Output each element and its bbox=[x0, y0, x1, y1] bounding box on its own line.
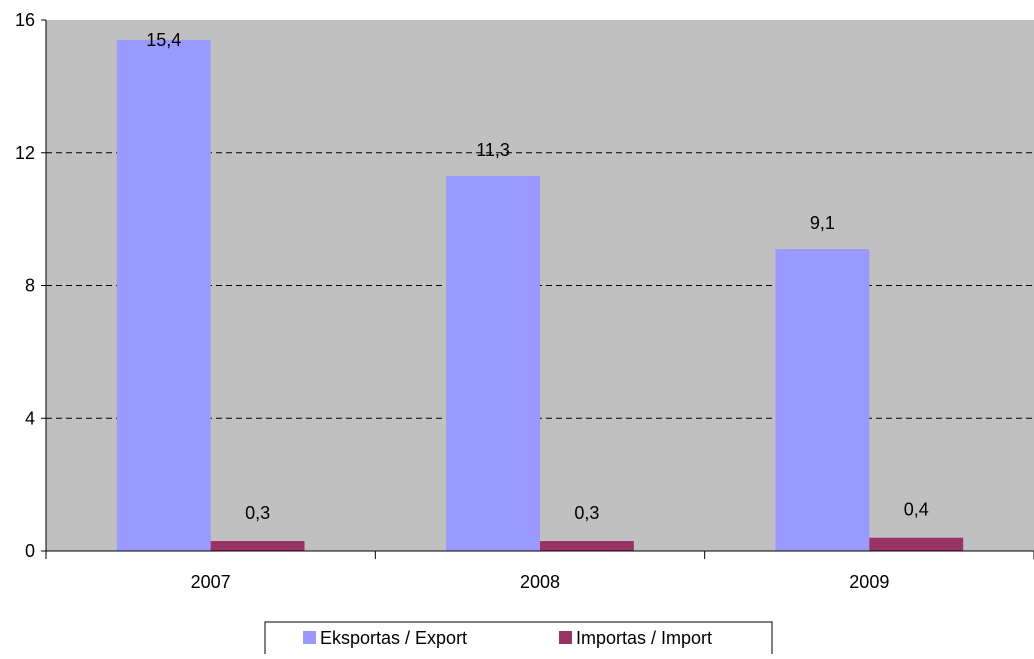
legend: Eksportas / Export Importas / Import bbox=[264, 621, 773, 657]
bars bbox=[116, 39, 964, 551]
bar-export-2009 bbox=[775, 248, 870, 551]
legend-label-import: Importas / Import bbox=[576, 628, 712, 648]
data-label: 0,3 bbox=[245, 503, 270, 523]
x-tick-label: 2007 bbox=[191, 572, 231, 592]
axes bbox=[41, 19, 1034, 559]
y-tick-label: 16 bbox=[15, 10, 35, 30]
bar-import-2007 bbox=[210, 541, 305, 551]
legend-swatch-import bbox=[559, 631, 572, 644]
y-tick-labels: 0 4 8 12 16 bbox=[15, 10, 35, 561]
data-label: 0,4 bbox=[904, 500, 929, 520]
data-label: 15,4 bbox=[146, 30, 181, 50]
legend-box bbox=[264, 621, 773, 657]
bar-import-2008 bbox=[540, 541, 634, 551]
legend-label-export: Eksportas / Export bbox=[320, 628, 467, 648]
x-tick-label: 2008 bbox=[520, 572, 560, 592]
data-label: 0,3 bbox=[574, 503, 599, 523]
data-label: 11,3 bbox=[476, 140, 510, 160]
y-tick-label: 8 bbox=[25, 276, 35, 296]
bar-export-2008 bbox=[446, 175, 540, 551]
bar-import-2009 bbox=[869, 537, 964, 551]
x-tick-label: 2009 bbox=[849, 572, 889, 592]
y-tick-label: 0 bbox=[25, 541, 35, 561]
data-label: 9,1 bbox=[810, 213, 835, 233]
legend-swatch-export bbox=[303, 631, 316, 644]
data-labels: 15,4 0,3 11,3 0,3 9,1 0,4 bbox=[146, 30, 929, 523]
x-tick-labels: 2007 2008 2009 bbox=[191, 572, 890, 592]
y-tick-label: 4 bbox=[25, 408, 35, 428]
bar-export-2007 bbox=[116, 39, 211, 551]
y-tick-label: 12 bbox=[15, 143, 35, 163]
